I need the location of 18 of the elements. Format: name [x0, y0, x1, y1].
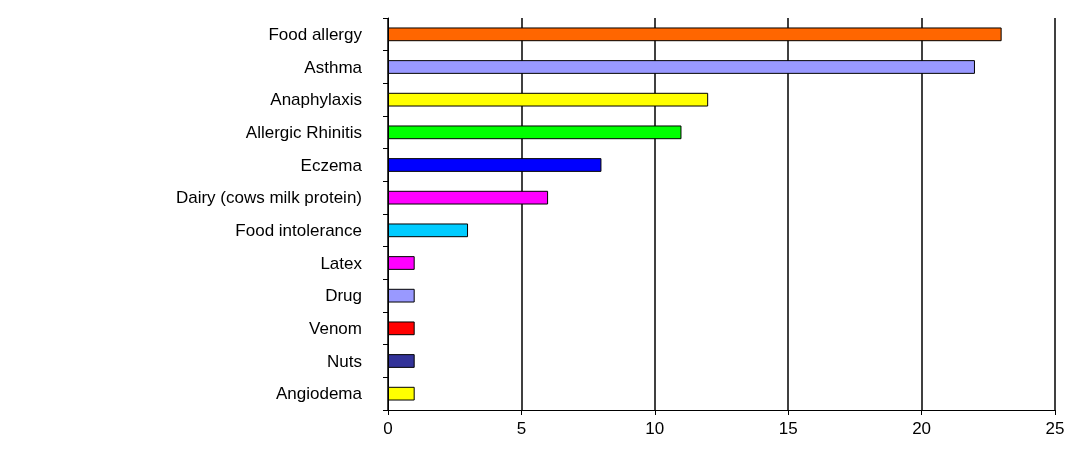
- y-tick-label: Anaphylaxis: [270, 90, 362, 110]
- x-tick-label: 0: [383, 419, 393, 438]
- x-tick-label: 5: [516, 419, 527, 438]
- x-tick-label: 15: [778, 419, 798, 438]
- y-tick-label: Asthma: [304, 57, 363, 77]
- y-tick-label: Allergic Rhinitis: [245, 122, 362, 142]
- x-tick-label: 25: [1045, 419, 1065, 438]
- x-tick-label: 10: [645, 419, 665, 438]
- y-tick-label: Eczema: [300, 155, 363, 175]
- y-tick-label: Food intolerance: [235, 220, 362, 240]
- y-tick-label: Dairy (cows milk protein): [175, 188, 362, 208]
- y-tick-label: Food allergy: [268, 24, 363, 44]
- y-tick-label: Angiodema: [275, 384, 363, 404]
- y-tick-label: Latex: [320, 253, 363, 273]
- x-tick-label: 20: [912, 419, 932, 438]
- y-tick-label: Nuts: [327, 351, 362, 371]
- y-tick-label: Venom: [309, 318, 362, 338]
- y-tick-label: Drug: [325, 286, 362, 306]
